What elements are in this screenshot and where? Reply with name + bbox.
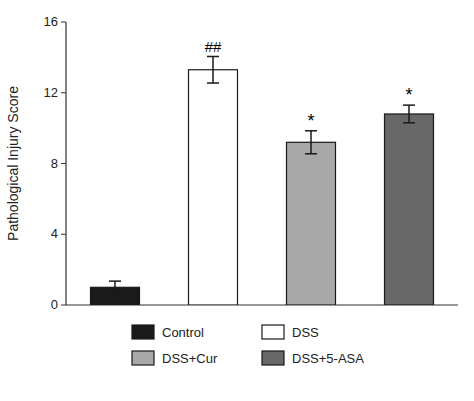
error-line xyxy=(114,281,116,293)
chart: 0 4 8 12 16 Pathological Injury Score ## * * Cont… xyxy=(0,0,474,401)
legend-swatch xyxy=(132,351,154,365)
bar xyxy=(287,142,336,305)
error-cap xyxy=(207,56,219,58)
legend-label: DSS xyxy=(292,325,319,340)
error-line xyxy=(212,56,214,83)
error-bar xyxy=(109,281,121,293)
y-tick-label: 8 xyxy=(51,156,58,171)
error-cap xyxy=(109,293,121,295)
error-bar xyxy=(403,105,415,123)
y-tick xyxy=(61,92,66,93)
y-tick xyxy=(61,305,66,306)
error-line xyxy=(408,105,410,123)
error-cap xyxy=(207,82,219,84)
error-bar xyxy=(305,131,317,154)
error-cap xyxy=(305,153,317,155)
error-bar xyxy=(207,56,219,83)
y-axis xyxy=(65,22,66,305)
annotation: ## xyxy=(205,38,222,55)
bar xyxy=(385,114,434,305)
annotation: * xyxy=(405,85,412,105)
y-tick-label: 0 xyxy=(51,297,58,312)
legend-label: DSS+5-ASA xyxy=(292,351,364,366)
y-tick xyxy=(61,163,66,164)
error-line xyxy=(310,131,312,154)
legend-label: Control xyxy=(162,325,204,340)
annotation: * xyxy=(307,111,314,131)
legend-swatch xyxy=(132,325,154,339)
legend-swatch xyxy=(262,325,284,339)
y-tick-label: 12 xyxy=(44,85,58,100)
error-cap xyxy=(403,122,415,124)
y-tick xyxy=(61,22,66,23)
y-tick xyxy=(61,234,66,235)
bars xyxy=(91,56,434,305)
y-axis-label: Pathological Injury Score xyxy=(5,86,21,241)
y-tick-label: 16 xyxy=(44,14,58,29)
legend-label: DSS+Cur xyxy=(162,351,218,366)
y-tick-label: 4 xyxy=(51,226,58,241)
legend: Control DSS DSS+Cur DSS+5-ASA xyxy=(132,325,364,366)
error-cap xyxy=(109,280,121,282)
legend-swatch xyxy=(262,351,284,365)
bar xyxy=(189,70,238,305)
